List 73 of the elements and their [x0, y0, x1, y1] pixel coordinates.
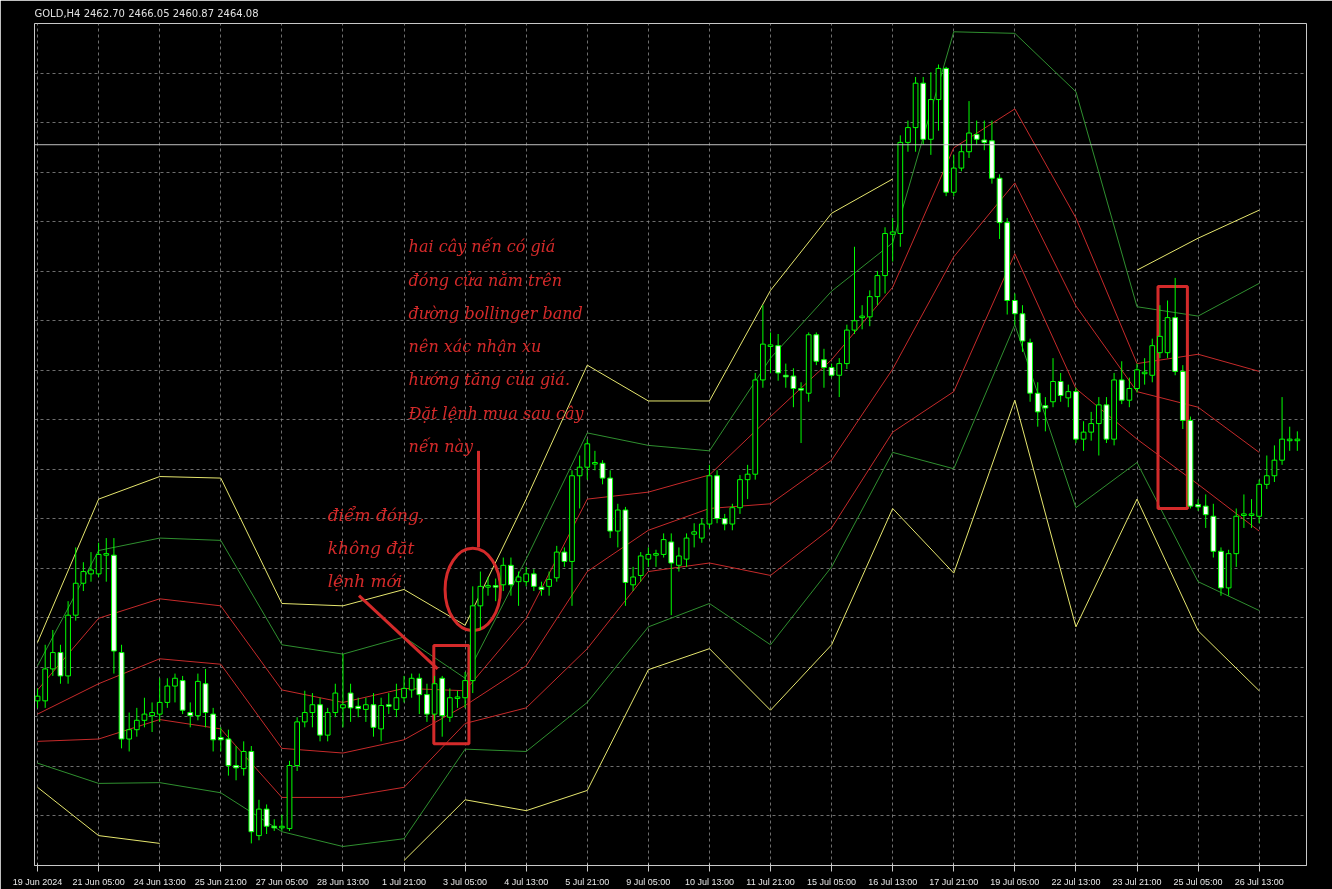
x-tick-label: 23 Jul 21:00 [1112, 876, 1162, 887]
candlestick [263, 803, 270, 835]
candlestick [340, 653, 346, 728]
candlestick [592, 450, 598, 471]
candlestick [149, 701, 155, 733]
candlestick [1241, 493, 1247, 529]
candlestick [599, 459, 606, 485]
x-tick-label: 28 Jun 13:00 [316, 876, 369, 887]
candlestick [508, 557, 514, 597]
candlestick [576, 455, 583, 509]
annotation: điểm đóng, không đặt lệnh mới [327, 504, 425, 591]
x-tick-label: 4 Jul 13:00 [504, 876, 549, 887]
candlestick [500, 557, 507, 592]
candlestick [1279, 396, 1285, 466]
candlestick [958, 144, 965, 172]
candlestick [1088, 411, 1095, 442]
candlestick [851, 246, 858, 335]
candlestick [973, 120, 980, 146]
candlestick [546, 571, 552, 597]
candlestick [133, 707, 140, 738]
candlestick [1134, 363, 1140, 393]
x-tick-label: 26 Jul 13:00 [1234, 876, 1284, 887]
candlestick [798, 381, 804, 444]
x-tick-label: 19 Jul 05:00 [990, 876, 1040, 887]
candlestick [233, 745, 239, 781]
x-tick-label: 21 Jun 05:00 [72, 876, 125, 887]
candlestick [172, 673, 178, 703]
x-tick-label: 25 Jul 05:00 [1173, 876, 1223, 887]
candlestick [141, 697, 148, 728]
candlestick [1157, 304, 1163, 359]
candlestick [966, 100, 972, 159]
x-tick-label: 10 Jul 13:00 [684, 876, 734, 887]
candlestick [905, 120, 911, 153]
candlestick [1195, 498, 1201, 512]
candlestick [691, 522, 698, 548]
x-tick-label: 19 Jun 2024 [12, 876, 63, 887]
x-tick-label: 9 Jul 05:00 [626, 876, 671, 887]
candlestick [630, 566, 636, 592]
candlestick [859, 304, 866, 330]
candlestick [80, 561, 87, 592]
x-tick-label: 5 Jul 21:00 [565, 876, 610, 887]
candlestick [1202, 493, 1209, 529]
candlestick [462, 671, 468, 709]
x-tick-label: 27 Jun 05:00 [255, 876, 308, 887]
candlestick [1080, 420, 1087, 452]
candlestick [683, 532, 690, 568]
candlestick [744, 464, 751, 500]
candlestick [477, 571, 484, 631]
candlestick [1011, 292, 1018, 326]
candlestick [676, 546, 682, 573]
x-tick-label: 22 Jul 13:00 [1051, 876, 1101, 887]
candlestick [401, 675, 407, 703]
x-tick-label: 16 Jul 13:00 [868, 876, 918, 887]
x-tick-label: 15 Jul 05:00 [807, 876, 857, 887]
candlestick [187, 701, 194, 728]
candlestick [698, 518, 705, 544]
candlestick [88, 551, 94, 583]
chart-title: GOLD,H4 2462.70 2466.05 2460.87 2464.08 [34, 7, 259, 19]
x-tick-label: 11 Jul 21:00 [746, 876, 795, 887]
candlestick [424, 683, 430, 723]
x-tick-label: 17 Jul 21:00 [929, 876, 979, 887]
x-tick-label: 3 Jul 05:00 [443, 876, 488, 887]
x-tick-label: 25 Jun 21:00 [194, 876, 247, 887]
candlestick [492, 578, 499, 602]
candlestick [485, 576, 491, 597]
candlestick [653, 549, 659, 568]
candlestick [530, 568, 537, 592]
x-tick-label: 24 Jun 13:00 [133, 876, 186, 887]
candlestick [1050, 357, 1056, 408]
candlestick [584, 438, 591, 481]
candlestick [821, 348, 827, 389]
x-tick-label: 1 Jul 21:00 [382, 876, 427, 887]
candlestick [981, 120, 988, 151]
